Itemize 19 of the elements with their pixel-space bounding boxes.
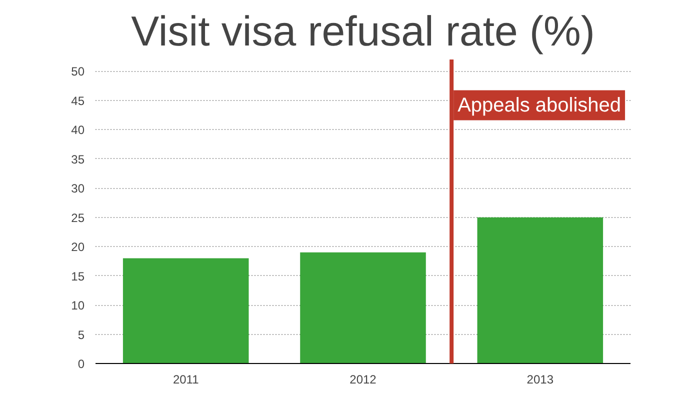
y-tick-label: 10: [71, 298, 85, 313]
chart-title: Visit visa refusal rate (%): [131, 8, 595, 54]
bar: [477, 217, 604, 364]
y-tick-label: 0: [78, 357, 85, 371]
ref-line-label: Appeals abolished: [458, 94, 622, 116]
x-tick-label: 2011: [172, 372, 200, 386]
x-tick-label: 2012: [350, 372, 377, 386]
y-tick-label: 15: [71, 269, 85, 284]
y-tick-label: 20: [71, 240, 85, 254]
y-tick-label: 35: [71, 152, 85, 166]
y-tick-label: 30: [71, 182, 85, 196]
y-tick-label: 45: [71, 94, 85, 108]
bar: [122, 258, 249, 364]
y-tick-label: 25: [71, 210, 85, 225]
bar: [300, 252, 426, 364]
y-tick-label: 5: [78, 328, 85, 342]
x-tick-label: 2013: [526, 372, 554, 386]
y-tick-label: 40: [71, 123, 85, 138]
y-tick-label: 50: [71, 64, 85, 79]
